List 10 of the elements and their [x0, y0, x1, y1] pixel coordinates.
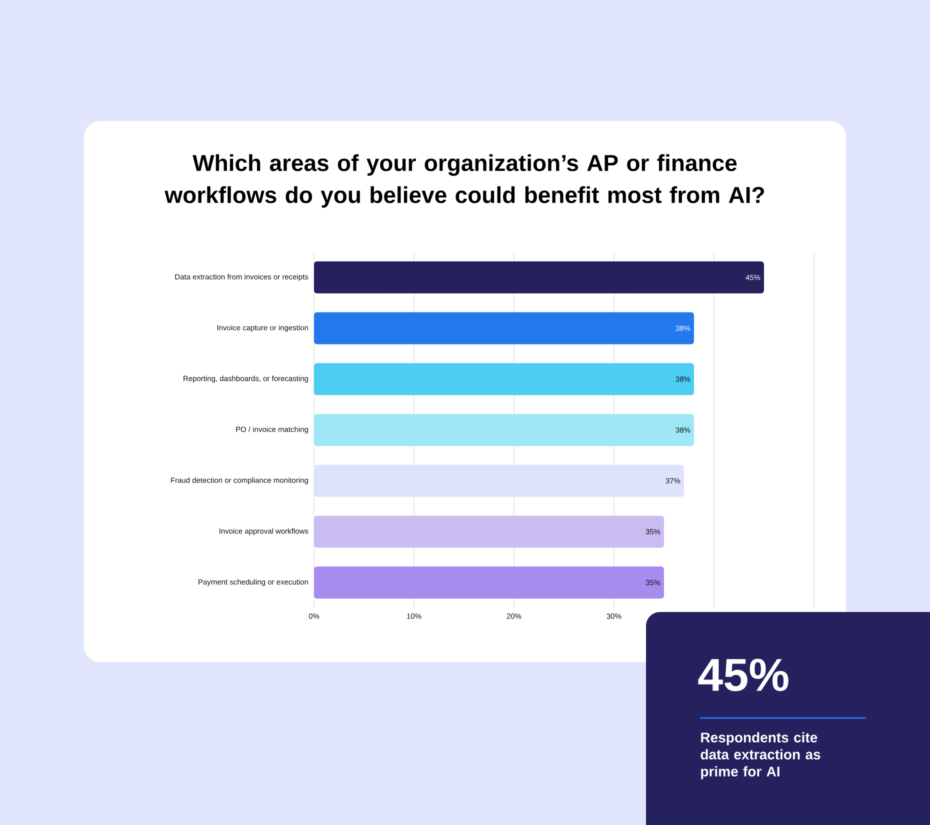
text: 45%	[698, 658, 788, 692]
text: Respondents cite data extraction as prime for AI	[700, 732, 820, 780]
chart-title: Which areas of your organization’s AP or finance workflows do you believe could benefit most from AI?	[164, 154, 764, 208]
bar	[314, 464, 684, 497]
bar	[314, 516, 664, 548]
bar	[314, 414, 694, 446]
bar	[314, 363, 694, 396]
bar	[314, 566, 664, 599]
bar	[314, 312, 694, 344]
bar	[314, 261, 764, 294]
